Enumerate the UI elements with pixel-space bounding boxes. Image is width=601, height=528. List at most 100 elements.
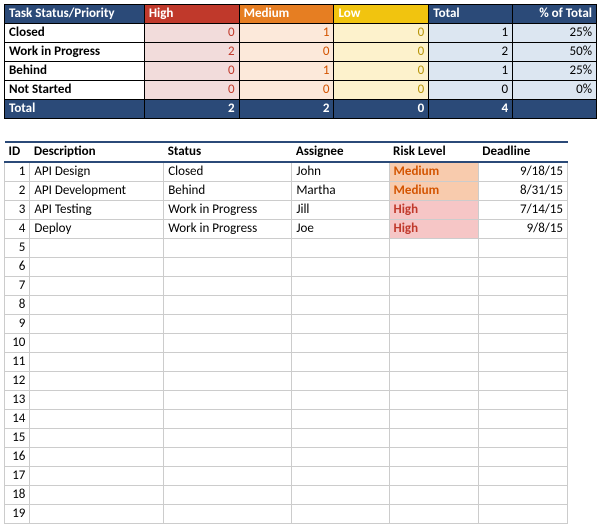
tasks-cell: Closed — [164, 162, 292, 182]
tasks-empty-cell — [389, 239, 478, 258]
tasks-empty-cell — [478, 429, 567, 448]
tasks-cell: Medium — [389, 162, 478, 182]
table-row-empty[interactable]: 17 — [5, 467, 568, 486]
tasks-cell: 9/18/15 — [478, 162, 567, 182]
tasks-id-cell: 7 — [5, 277, 30, 296]
summary-row: Behind010125% — [5, 62, 597, 81]
tasks-empty-cell — [292, 486, 389, 505]
table-row[interactable]: 4DeployWork in ProgressJoeHigh9/8/15 — [5, 220, 568, 239]
tasks-empty-cell — [30, 372, 164, 391]
tasks-empty-cell — [478, 372, 567, 391]
summary-cell: 0 — [334, 24, 429, 43]
summary-total-cell — [513, 100, 597, 119]
tasks-empty-cell — [389, 315, 478, 334]
tasks-cell: 9/8/15 — [478, 220, 567, 239]
table-row-empty[interactable]: 9 — [5, 315, 568, 334]
tasks-empty-cell — [30, 410, 164, 429]
tasks-empty-cell — [389, 505, 478, 524]
tasks-cell: 4 — [5, 220, 30, 239]
table-row-empty[interactable]: 15 — [5, 429, 568, 448]
tasks-cell: Martha — [292, 182, 389, 201]
summary-row: Work in Progress200250% — [5, 43, 597, 62]
summary-header-cell: % of Total — [513, 5, 597, 24]
tasks-empty-cell — [164, 296, 292, 315]
tasks-table: IDDescriptionStatusAssigneeRisk LevelDea… — [4, 141, 568, 524]
summary-cell: 0 — [144, 81, 239, 100]
table-row-empty[interactable]: 11 — [5, 353, 568, 372]
summary-cell: Work in Progress — [5, 43, 145, 62]
summary-cell: 1 — [239, 24, 334, 43]
table-row-empty[interactable]: 16 — [5, 448, 568, 467]
table-row[interactable]: 1API DesignClosedJohnMedium9/18/15 — [5, 162, 568, 182]
tasks-header-cell: Risk Level — [389, 142, 478, 162]
tasks-empty-cell — [164, 315, 292, 334]
summary-cell: Behind — [5, 62, 145, 81]
tasks-id-cell: 5 — [5, 239, 30, 258]
tasks-empty-cell — [478, 448, 567, 467]
table-row-empty[interactable]: 12 — [5, 372, 568, 391]
tasks-empty-cell — [478, 296, 567, 315]
summary-row: Not Started00000% — [5, 81, 597, 100]
summary-cell: 0 — [144, 62, 239, 81]
tasks-empty-cell — [478, 353, 567, 372]
tasks-id-cell: 15 — [5, 429, 30, 448]
table-row-empty[interactable]: 6 — [5, 258, 568, 277]
tasks-cell: Work in Progress — [164, 201, 292, 220]
table-row-empty[interactable]: 18 — [5, 486, 568, 505]
tasks-empty-cell — [292, 315, 389, 334]
tasks-empty-cell — [292, 296, 389, 315]
tasks-cell: High — [389, 220, 478, 239]
summary-cell: Not Started — [5, 81, 145, 100]
tasks-id-cell: 17 — [5, 467, 30, 486]
tasks-empty-cell — [30, 239, 164, 258]
table-row-empty[interactable]: 13 — [5, 391, 568, 410]
summary-total-cell: 2 — [144, 100, 239, 119]
tasks-empty-cell — [478, 486, 567, 505]
tasks-header-cell: Deadline — [478, 142, 567, 162]
tasks-cell: John — [292, 162, 389, 182]
tasks-header-cell: Status — [164, 142, 292, 162]
tasks-id-cell: 9 — [5, 315, 30, 334]
tasks-header-cell: Description — [30, 142, 164, 162]
tasks-empty-cell — [30, 334, 164, 353]
tasks-cell: 7/14/15 — [478, 201, 567, 220]
summary-cell: 2 — [429, 43, 513, 62]
tasks-empty-cell — [478, 315, 567, 334]
tasks-empty-cell — [478, 334, 567, 353]
summary-header-row: Task Status/PriorityHighMediumLowTotal% … — [5, 5, 597, 24]
tasks-empty-cell — [292, 353, 389, 372]
tasks-header-cell: Assignee — [292, 142, 389, 162]
summary-total-cell: Total — [5, 100, 145, 119]
tasks-empty-cell — [164, 353, 292, 372]
tasks-empty-cell — [389, 391, 478, 410]
table-row-empty[interactable]: 19 — [5, 505, 568, 524]
summary-total-cell: 0 — [334, 100, 429, 119]
table-row-empty[interactable]: 5 — [5, 239, 568, 258]
tasks-cell: 1 — [5, 162, 30, 182]
summary-cell: 0 — [429, 81, 513, 100]
tasks-cell: Behind — [164, 182, 292, 201]
tasks-empty-cell — [389, 277, 478, 296]
table-row-empty[interactable]: 7 — [5, 277, 568, 296]
table-row-empty[interactable]: 14 — [5, 410, 568, 429]
table-row-empty[interactable]: 10 — [5, 334, 568, 353]
summary-header-cell: Low — [334, 5, 429, 24]
tasks-id-cell: 6 — [5, 258, 30, 277]
tasks-empty-cell — [389, 258, 478, 277]
tasks-empty-cell — [30, 315, 164, 334]
tasks-empty-cell — [389, 448, 478, 467]
tasks-empty-cell — [292, 277, 389, 296]
table-row[interactable]: 3API TestingWork in ProgressJillHigh7/14… — [5, 201, 568, 220]
tasks-cell: Deploy — [30, 220, 164, 239]
tasks-empty-cell — [292, 239, 389, 258]
tasks-empty-cell — [30, 486, 164, 505]
summary-cell: 0 — [239, 43, 334, 62]
table-row-empty[interactable]: 8 — [5, 296, 568, 315]
tasks-empty-cell — [30, 448, 164, 467]
summary-cell: 0 — [334, 62, 429, 81]
summary-cell: 0 — [239, 81, 334, 100]
tasks-empty-cell — [164, 277, 292, 296]
table-row[interactable]: 2API DevelopmentBehindMarthaMedium8/31/1… — [5, 182, 568, 201]
tasks-empty-cell — [164, 448, 292, 467]
tasks-empty-cell — [30, 258, 164, 277]
